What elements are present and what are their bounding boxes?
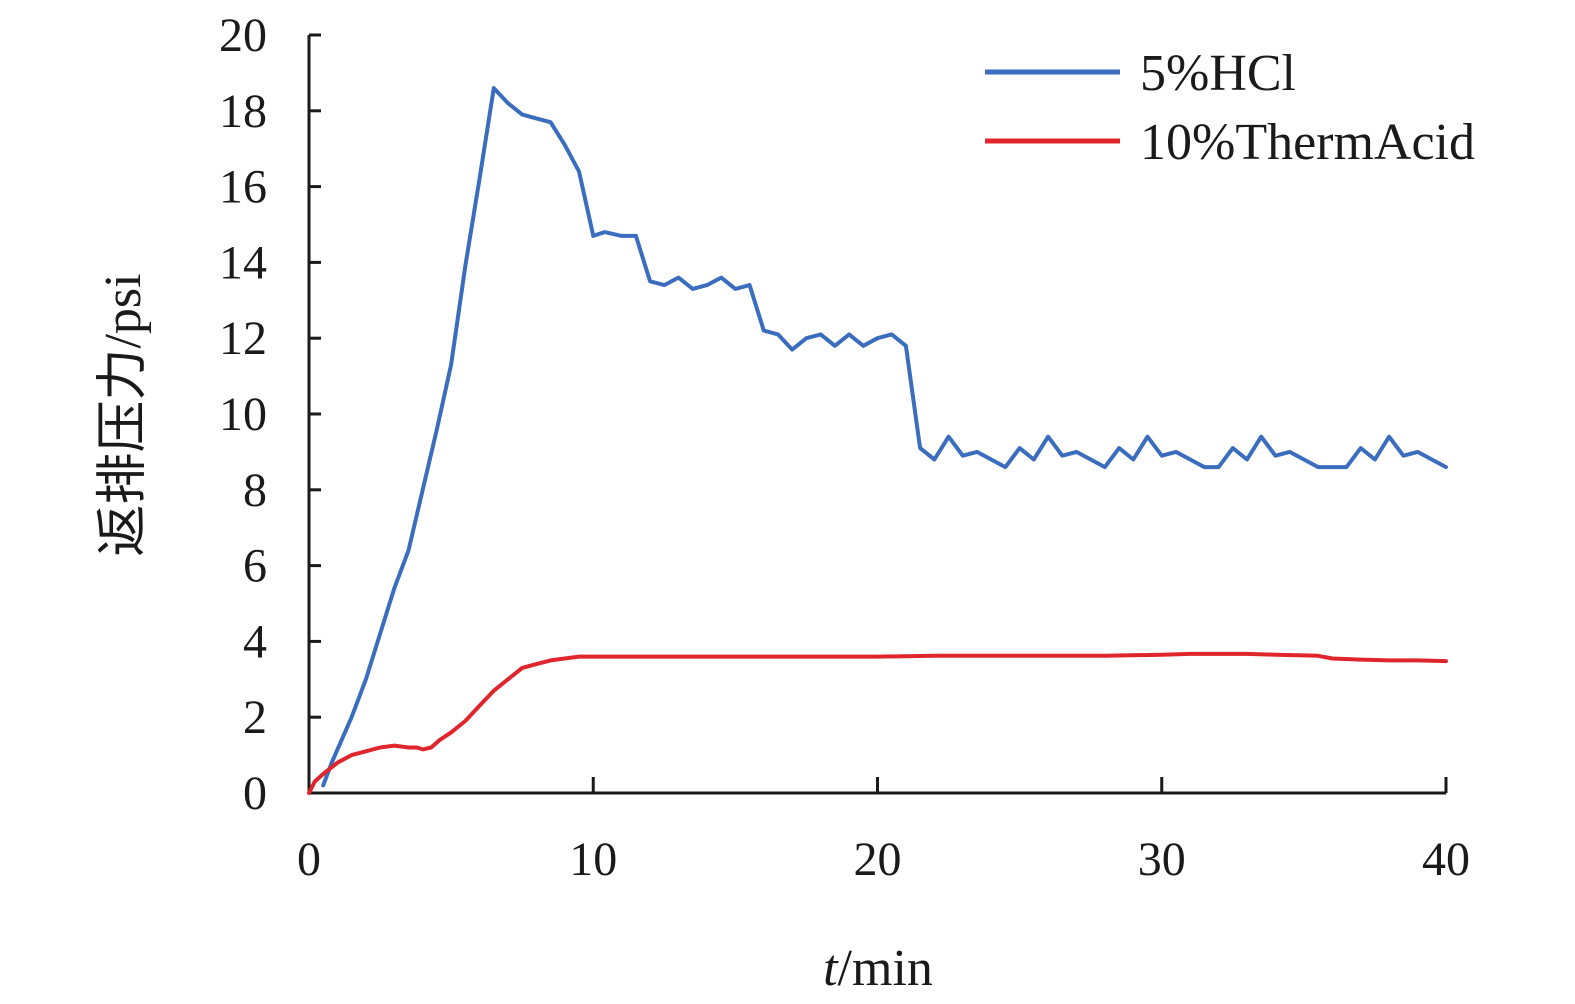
y-tick-label: 8 bbox=[243, 464, 267, 517]
y-tick-label: 20 bbox=[219, 9, 267, 62]
y-tick-label: 10 bbox=[219, 388, 267, 441]
x-tick-label: 40 bbox=[1422, 833, 1470, 886]
x-ticks: 0 10 20 30 40 bbox=[297, 777, 1470, 886]
x-axis-title: t/min bbox=[823, 940, 933, 997]
y-tick-label: 2 bbox=[243, 691, 267, 744]
legend-item-hcl: 5%HCl bbox=[985, 45, 1296, 102]
legend-label-thermacid: 10%ThermAcid bbox=[1140, 114, 1475, 171]
x-tick-label: 0 bbox=[297, 833, 321, 886]
x-tick-label: 30 bbox=[1138, 833, 1186, 886]
y-ticks: 0 2 4 6 8 10 12 14 16 18 20 bbox=[219, 9, 321, 820]
y-tick-label: 4 bbox=[243, 615, 267, 668]
x-tick-label: 20 bbox=[854, 833, 902, 886]
y-tick-label: 0 bbox=[243, 767, 267, 820]
y-tick-label: 14 bbox=[219, 236, 267, 289]
y-tick-label: 12 bbox=[219, 312, 267, 365]
x-axis-unit: /min bbox=[838, 940, 933, 997]
plot-lines bbox=[307, 86, 1448, 795]
x-axis-variable: t bbox=[823, 940, 839, 997]
y-tick-label: 16 bbox=[219, 161, 267, 214]
series-line-10-thermacid bbox=[307, 651, 1448, 795]
legend: 5%HCl 10%ThermAcid bbox=[985, 45, 1475, 171]
legend-item-thermacid: 10%ThermAcid bbox=[985, 114, 1475, 171]
series-line-5-hcl bbox=[321, 86, 1448, 788]
y-axis-title: 返排压力/psi bbox=[95, 273, 152, 556]
y-tick-label: 6 bbox=[243, 540, 267, 593]
y-tick-label: 18 bbox=[219, 85, 267, 138]
x-tick-label: 10 bbox=[569, 833, 617, 886]
legend-label-hcl: 5%HCl bbox=[1140, 45, 1296, 102]
